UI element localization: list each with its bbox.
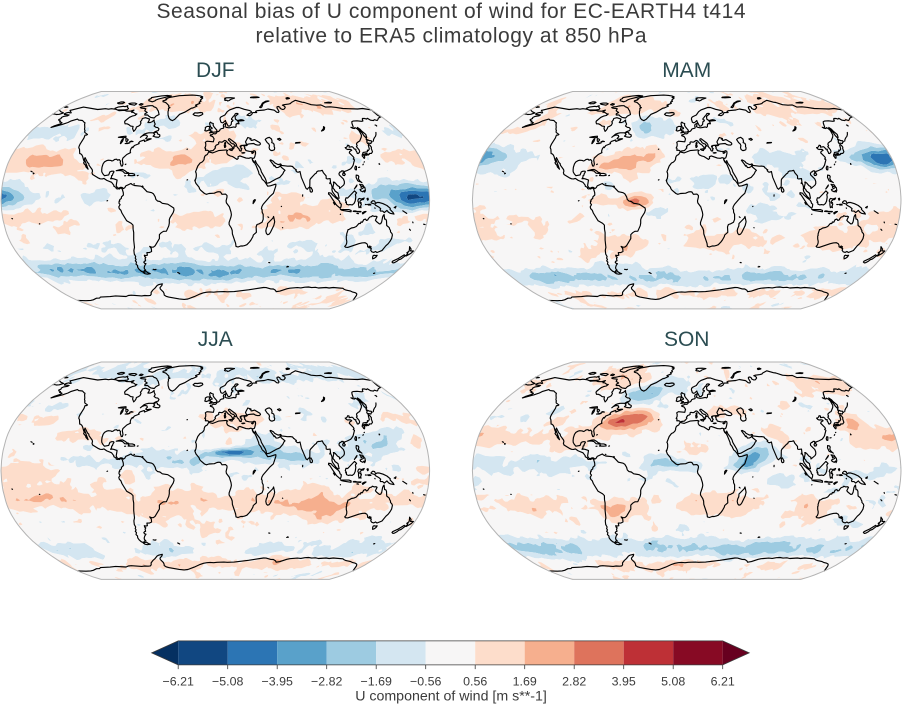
svg-text:relative to ERA5 climatology a: relative to ERA5 climatology at 850 hPa (256, 25, 647, 48)
svg-text:−5.08: −5.08 (212, 675, 243, 689)
svg-text:1.69: 1.69 (513, 675, 537, 689)
svg-text:JJA: JJA (198, 328, 233, 351)
svg-text:5.08: 5.08 (661, 675, 685, 689)
svg-text:−6.21: −6.21 (163, 675, 194, 689)
svg-text:−2.82: −2.82 (311, 675, 342, 689)
svg-text:−1.69: −1.69 (361, 675, 392, 689)
svg-text:−3.95: −3.95 (262, 675, 293, 689)
svg-text:6.21: 6.21 (711, 675, 735, 689)
svg-text:MAM: MAM (662, 59, 711, 82)
svg-text:3.95: 3.95 (612, 675, 636, 689)
svg-text:DJF: DJF (196, 59, 235, 82)
svg-text:SON: SON (664, 328, 710, 351)
svg-text:2.82: 2.82 (562, 675, 586, 689)
svg-text:U component of wind [m s**-1]: U component of wind [m s**-1] (355, 689, 547, 705)
svg-text:0.56: 0.56 (463, 675, 487, 689)
svg-text:−0.56: −0.56 (410, 675, 441, 689)
svg-text:Seasonal bias of U component o: Seasonal bias of U component of wind for… (157, 0, 746, 23)
